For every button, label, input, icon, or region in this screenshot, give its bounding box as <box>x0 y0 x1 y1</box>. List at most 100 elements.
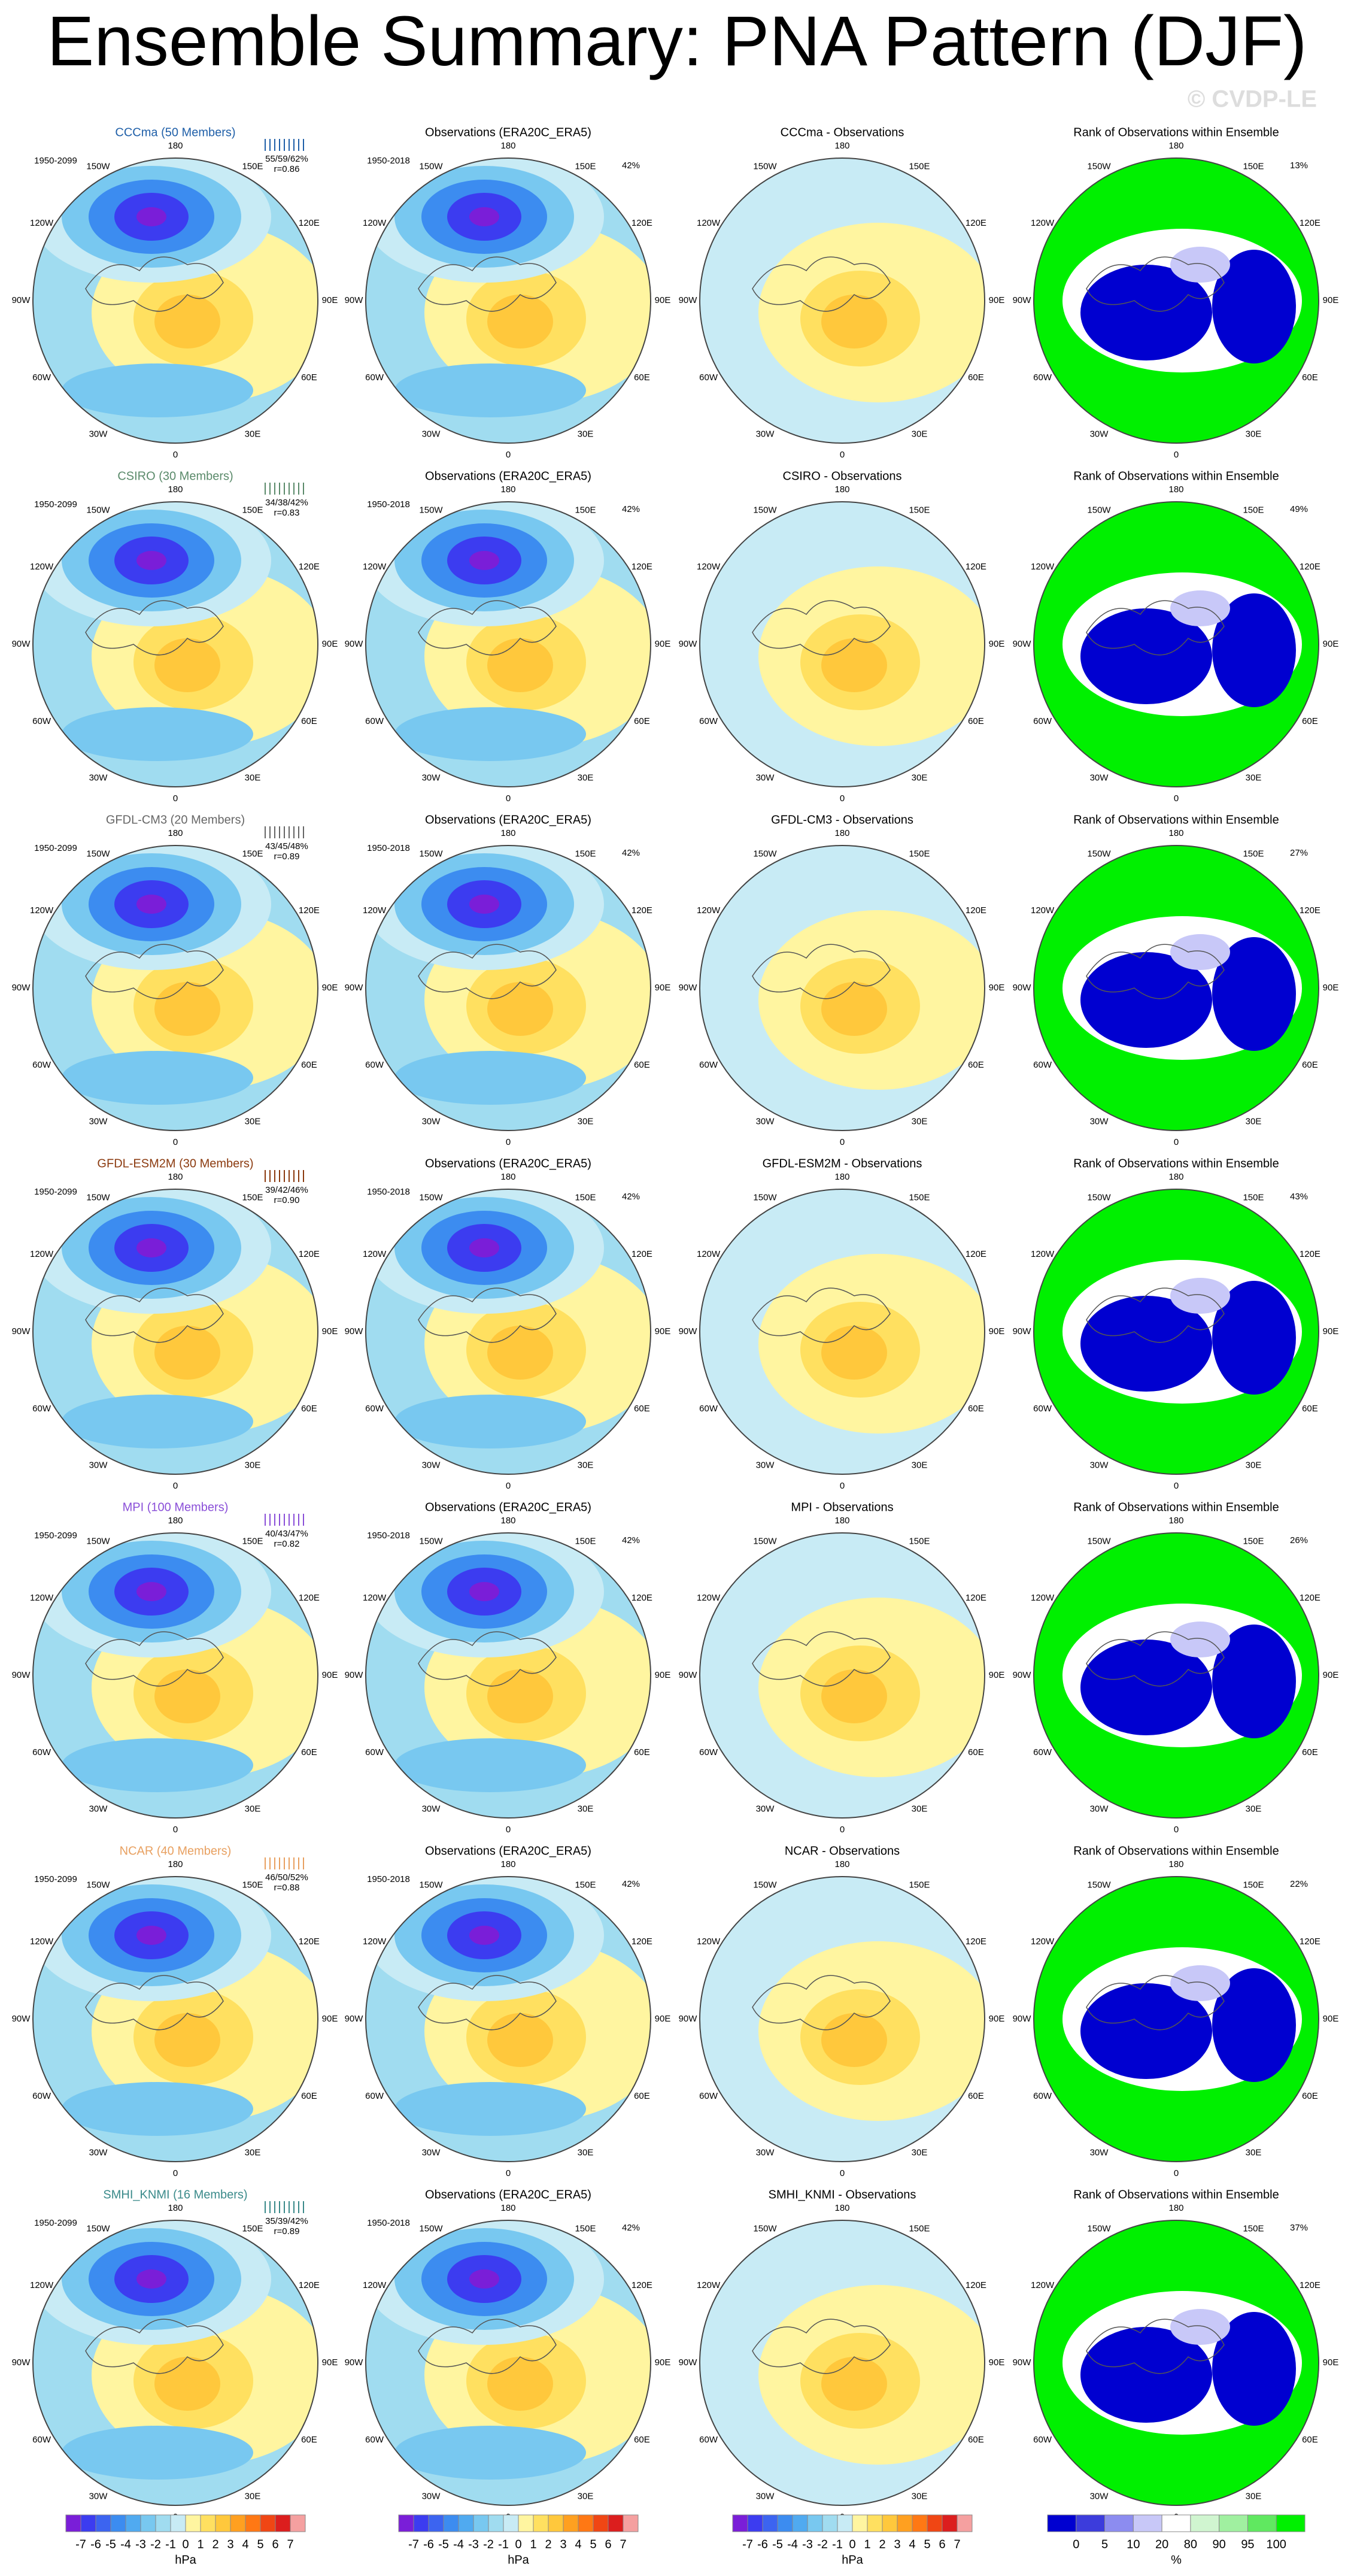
map-field <box>366 158 651 443</box>
axis-label: 150W <box>1087 162 1111 172</box>
axis-label: 150E <box>575 162 596 172</box>
axis-label: 0 <box>840 793 845 804</box>
axis-label: 90W <box>345 2357 364 2368</box>
diff-title: CCCma - Observations <box>781 126 904 139</box>
negative-area <box>62 707 253 761</box>
axis-label: 120E <box>966 1249 986 1259</box>
axis-label: 120W <box>30 562 54 572</box>
model-title: MPI (100 Members) <box>123 1501 229 1514</box>
axis-label: 30E <box>1246 429 1262 439</box>
model-title: GFDL-ESM2M (30 Members) <box>97 1157 253 1170</box>
colorbar-box <box>822 2514 838 2532</box>
axis-label: 60E <box>1302 1404 1318 1414</box>
map-border <box>365 845 651 1131</box>
coastline <box>1086 1975 1225 2031</box>
axis-label: 30E <box>245 1116 261 1126</box>
model-title: GFDL-CM3 (20 Members) <box>106 813 245 826</box>
axis-label: 90E <box>655 2014 671 2024</box>
colorbar-label: -5 <box>438 2538 449 2551</box>
axis-label: 30W <box>1090 1116 1109 1126</box>
pattern-stats: 40/43/47% <box>265 1529 308 1539</box>
colorbar-box <box>443 2514 459 2532</box>
negative-area <box>62 1395 253 1448</box>
period: 1950-2099 <box>34 156 77 166</box>
map-border <box>1033 2220 1319 2506</box>
pattern-percent: 42% <box>622 2223 640 2233</box>
axis-label: 30E <box>245 772 261 783</box>
colorbar-label: 3 <box>227 2538 233 2551</box>
coastline <box>1086 2319 1225 2374</box>
axis-label: 60W <box>1033 2435 1052 2445</box>
rank-lightblue <box>1170 934 1230 970</box>
axis-label: 150E <box>909 162 930 172</box>
coastline <box>752 256 891 312</box>
pattern-stats: 43/45/48% <box>265 841 308 851</box>
colorbar-label: -6 <box>423 2538 434 2551</box>
positive-area <box>154 638 220 692</box>
colorbar-box <box>1161 2514 1191 2532</box>
positive-area <box>154 2013 220 2067</box>
rank-title: Rank of Observations within Ensemble <box>1073 126 1279 139</box>
colorbar-label: -5 <box>105 2538 116 2551</box>
map-panel: 180 150E 120E 90E 60E 30E 0 30W 60W 90W 120W 150W <box>12 1516 338 1835</box>
pattern-correlation: r=0.90 <box>274 1195 300 1205</box>
negative-area <box>394 2426 586 2480</box>
negative-area <box>394 707 586 761</box>
positive-area <box>487 1326 553 1380</box>
positive-area <box>154 1669 220 1723</box>
coastline <box>752 1631 891 1687</box>
map-panel: 180 150E 120E 90E 60E 30E 0 30W 60W 90W 120W 150W <box>12 1172 338 1491</box>
axis-label: 90E <box>989 983 1005 993</box>
axis-label: 60W <box>699 2091 718 2101</box>
map-border <box>699 1532 985 1819</box>
axis-label: 60W <box>699 372 718 383</box>
axis-label: 120E <box>632 2280 652 2290</box>
axis-label: 180 <box>500 828 515 838</box>
axis-label: 90W <box>679 2014 698 2024</box>
colorbar-box <box>488 2514 504 2532</box>
axis-label: 180 <box>168 1172 183 1182</box>
colorbar-box <box>473 2514 489 2532</box>
positive-area <box>154 1326 220 1380</box>
coastline <box>85 600 224 656</box>
period: 1950-2018 <box>367 499 410 510</box>
axis-label: 60W <box>1033 1060 1052 1070</box>
colorbar-label: -2 <box>150 2538 161 2551</box>
colorbar-box <box>578 2514 594 2532</box>
axis-label: 60W <box>32 1060 51 1070</box>
axis-label: 0 <box>173 1481 178 1491</box>
axis-label: 150E <box>1243 162 1264 172</box>
period: 1950-2099 <box>34 499 77 510</box>
axis-label: 60E <box>634 2435 650 2445</box>
colorbar-unit: % <box>1171 2553 1182 2566</box>
colorbar-box <box>548 2514 564 2532</box>
axis-label: 30E <box>578 772 594 783</box>
axis-label: 120W <box>363 1936 387 1947</box>
pattern-percent: 42% <box>622 1535 640 1545</box>
axis-label: 180 <box>1168 828 1183 838</box>
rank-blue <box>1212 1968 1296 2082</box>
axis-label: 120W <box>697 562 721 572</box>
coastline <box>85 256 224 312</box>
axis-label: 120W <box>697 1936 721 1947</box>
colorbar-box <box>852 2514 868 2532</box>
pattern-correlation: r=0.89 <box>274 851 300 862</box>
axis-label: 150W <box>1087 2224 1111 2234</box>
colorbar-box <box>458 2514 474 2532</box>
map-panel: 180 150E 120E 90E 60E 30E 0 30W 60W 90W 120W 150W <box>12 1859 338 2178</box>
colorbar-label: -1 <box>165 2538 176 2551</box>
coastline <box>85 1287 224 1343</box>
axis-label: 30W <box>89 429 108 439</box>
axis-label: 120W <box>1031 2280 1055 2290</box>
axis-label: 90E <box>989 639 1005 649</box>
map-field <box>366 845 651 1131</box>
axis-label: 30E <box>1246 1460 1262 1470</box>
axis-label: 30W <box>1090 772 1109 783</box>
pattern-stats: 34/38/42% <box>265 498 308 508</box>
axis-label: 60E <box>968 372 984 383</box>
axis-label: 90W <box>1013 1670 1032 1680</box>
axis-label: 30W <box>1090 429 1109 439</box>
axis-label: 60W <box>1033 2091 1052 2101</box>
rank-blue <box>1080 608 1212 704</box>
